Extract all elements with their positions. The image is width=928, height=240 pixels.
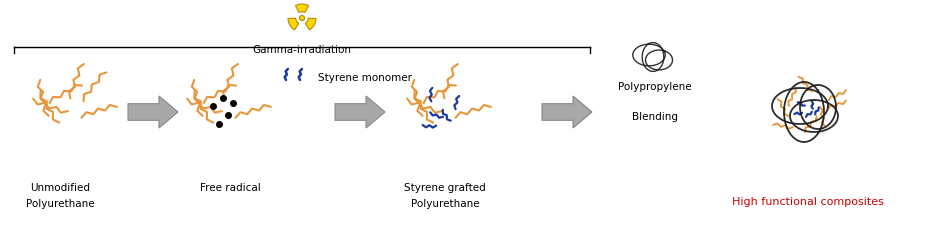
Polygon shape <box>128 96 178 128</box>
Text: Blending: Blending <box>631 112 677 122</box>
Wedge shape <box>288 18 298 30</box>
Circle shape <box>299 15 304 20</box>
Wedge shape <box>305 18 316 30</box>
Text: Polyurethane: Polyurethane <box>26 199 95 209</box>
Text: Unmodified: Unmodified <box>30 183 90 193</box>
Text: High functional composites: High functional composites <box>731 197 883 207</box>
Polygon shape <box>541 96 591 128</box>
Text: Gamma-irradiation: Gamma-irradiation <box>252 45 351 55</box>
Text: Styrene monomer: Styrene monomer <box>317 73 411 83</box>
Wedge shape <box>295 4 308 12</box>
Text: Styrene grafted: Styrene grafted <box>404 183 485 193</box>
Text: Polyurethane: Polyurethane <box>410 199 479 209</box>
Text: Polypropylene: Polypropylene <box>617 82 691 92</box>
Polygon shape <box>335 96 384 128</box>
Text: Free radical: Free radical <box>200 183 260 193</box>
